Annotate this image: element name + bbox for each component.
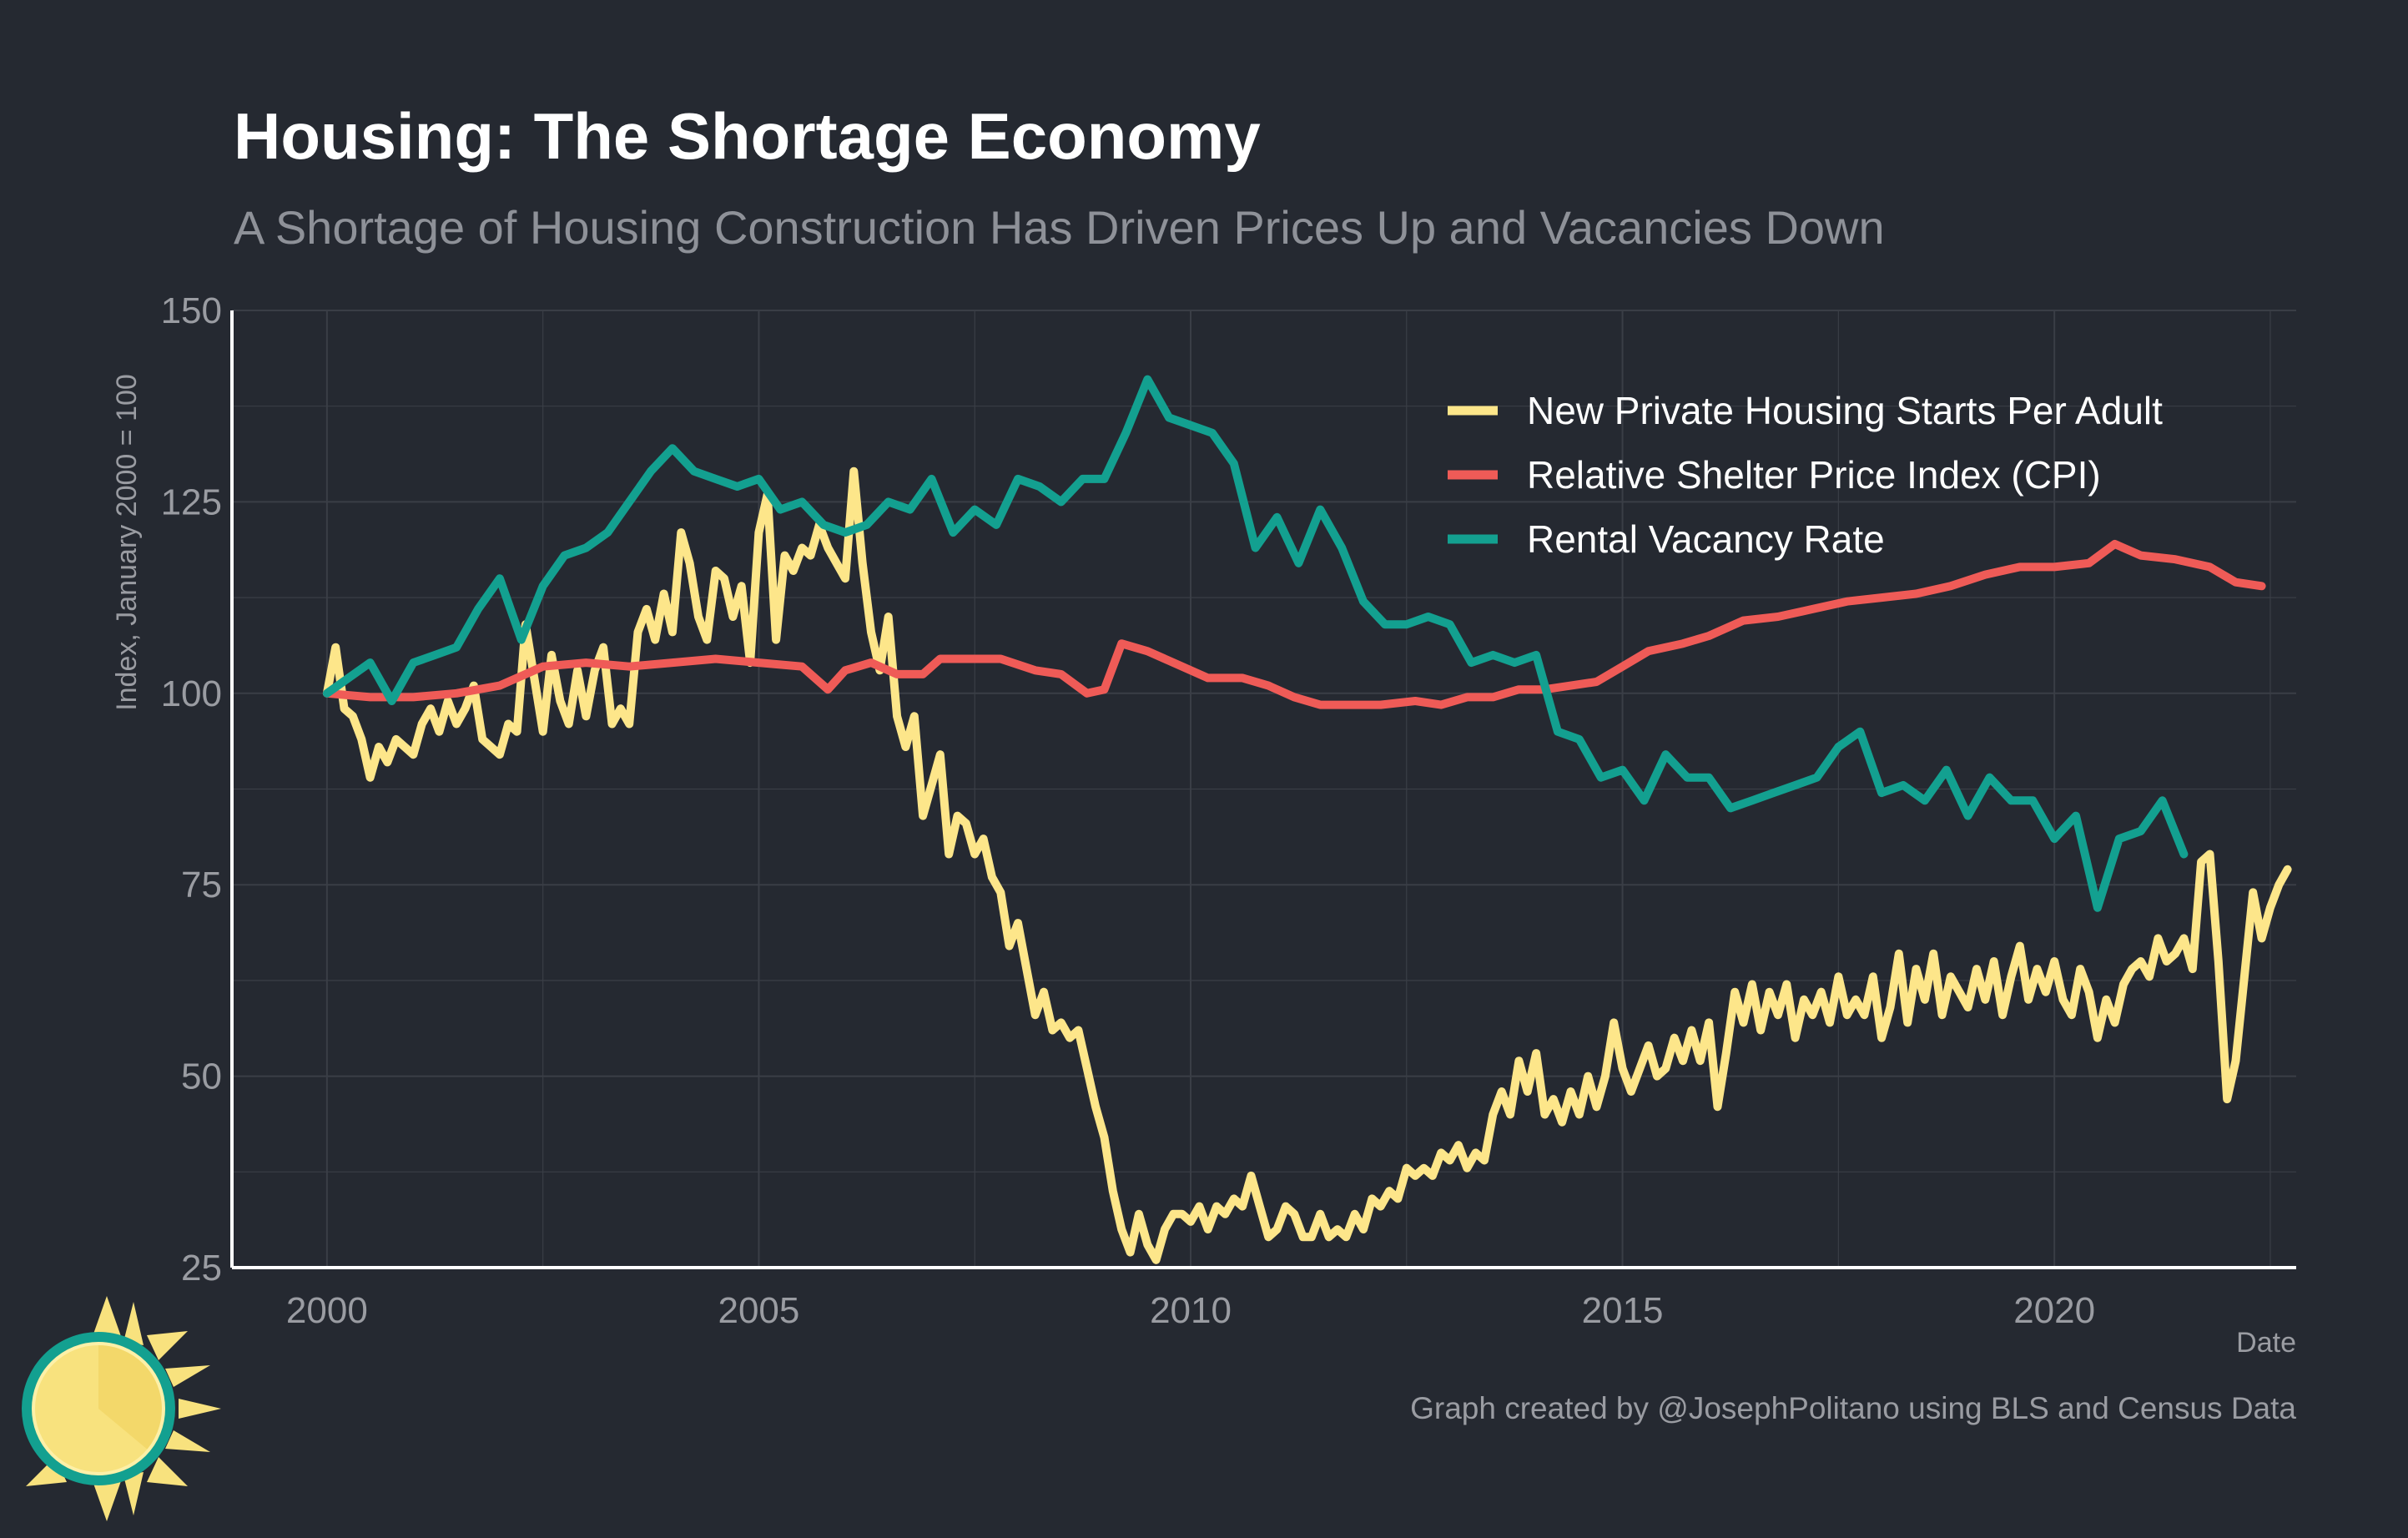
y-tick-label: 150: [161, 290, 222, 331]
series-line-1: [322, 466, 2292, 1264]
axes: [230, 310, 2296, 1269]
series-line-3: [322, 375, 2189, 912]
legend-label: Relative Shelter Price Index (CPI): [1527, 453, 2101, 497]
y-axis-title: Index, January 2000 = 100: [111, 374, 143, 711]
x-tick-labels: 2000 2005 2010 2015 2020: [286, 1290, 2095, 1331]
x-tick-label: 2015: [1582, 1290, 1664, 1331]
y-tick-label: 25: [181, 1248, 222, 1288]
x-tick-label: 2020: [2013, 1290, 2095, 1331]
x-tick-label: 2010: [1150, 1290, 1232, 1331]
series-line-2: [322, 539, 2266, 709]
y-tick-label: 100: [161, 673, 222, 714]
y-tick-labels: 25 50 75 100 125 150: [161, 290, 222, 1288]
y-tick-label: 75: [181, 865, 222, 905]
caption: Graph created by @JosephPolitano using B…: [1410, 1391, 2296, 1425]
y-tick-label: 50: [181, 1056, 222, 1097]
legend-label: New Private Housing Starts Per Adult: [1527, 389, 2163, 432]
y-tick-label: 125: [161, 482, 222, 522]
series-lines: [322, 375, 2292, 1264]
chart-subtitle: A Shortage of Housing Construction Has D…: [234, 201, 1885, 254]
x-tick-label: 2000: [286, 1290, 368, 1331]
legend: New Private Housing Starts Per Adult Rela…: [1448, 389, 2163, 561]
sun-logo-icon: [22, 1296, 221, 1521]
chart-title: Housing: The Shortage Economy: [234, 99, 1261, 173]
x-axis-title: Date: [2236, 1327, 2296, 1359]
legend-label: Rental Vacancy Rate: [1527, 517, 1885, 561]
x-tick-label: 2005: [718, 1290, 799, 1331]
grid-lines: [232, 310, 2296, 1268]
